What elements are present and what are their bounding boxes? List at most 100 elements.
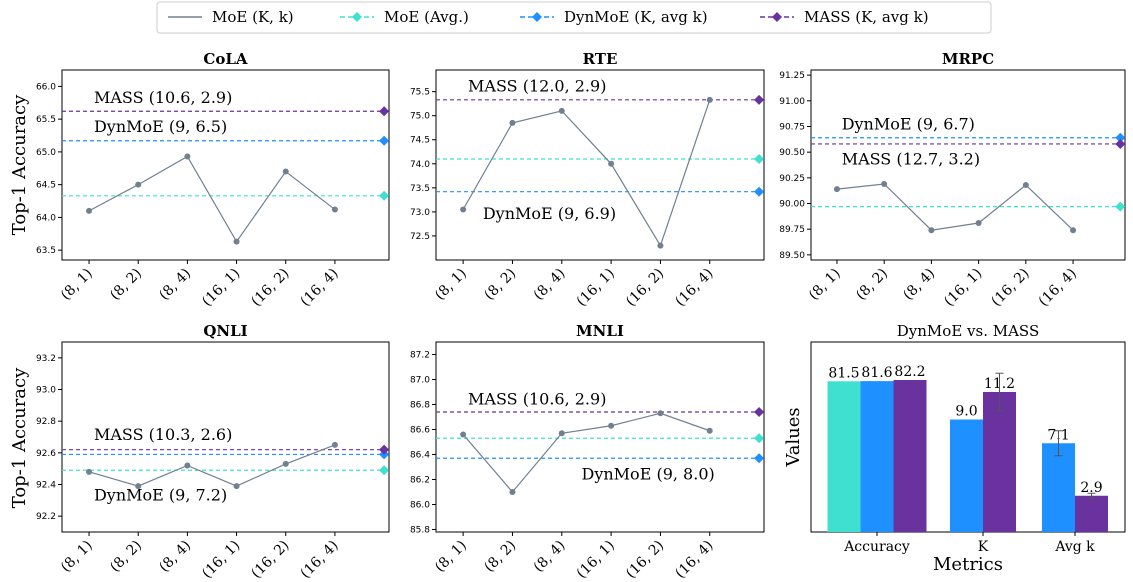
moe-point <box>833 186 840 193</box>
bar <box>983 392 1016 532</box>
moe-point <box>608 422 615 429</box>
ytick-label: 91.00 <box>779 97 805 107</box>
mass-marker <box>754 407 765 417</box>
plot-frame <box>435 69 765 261</box>
panel-mrpc: MRPC 89.50 89.75 90.00 90.25 90.50 90.75 91.00 9… <box>779 50 1126 310</box>
ytick-label: 73.5 <box>410 184 430 194</box>
xtick-label: (16, 2) <box>248 538 292 582</box>
bar-value-label: 82.2 <box>894 364 925 380</box>
ytick-label: 75.0 <box>410 112 430 122</box>
moe-point <box>975 220 982 227</box>
moe-point <box>331 206 338 213</box>
ytick-label: 90.00 <box>779 200 805 210</box>
xtick-label: (8, 4) <box>531 538 569 576</box>
xtick-label: (8, 4) <box>531 266 569 304</box>
annotation: MASS (10.6, 2.9) <box>468 390 606 409</box>
annotation: MASS (12.7, 3.2) <box>842 149 980 168</box>
xtick-label: (16, 2) <box>623 266 667 310</box>
moe-series-line <box>88 444 336 487</box>
panel-cola: CoLA 63.5 64.0 64.5 65.0 65.5 66.0 (8, 1) (8, 2)… <box>36 50 390 310</box>
plot-frame <box>435 341 765 533</box>
xtick-label: K <box>978 539 989 555</box>
bar-value-label: 81.6 <box>861 365 892 381</box>
xtick-label: (8, 4) <box>900 266 938 304</box>
dynmoe-marker <box>754 453 765 464</box>
moe-point <box>608 160 615 167</box>
legend-label-1: MoE (Avg.) <box>384 8 469 26</box>
xtick-label: (16, 4) <box>298 266 342 310</box>
xtick-label: (16, 2) <box>623 538 667 582</box>
ytick-label: 72.5 <box>410 232 430 242</box>
xtick-label: (16, 1) <box>574 266 618 310</box>
panel-title: CoLA <box>203 50 247 68</box>
moe-point <box>881 181 888 187</box>
ytick-label: 89.50 <box>779 251 805 261</box>
ytick-label: 86.8 <box>410 401 430 411</box>
panel-title: MRPC <box>942 50 994 68</box>
moe-series-line <box>836 183 1074 231</box>
xtick-label: (16, 4) <box>1036 266 1080 310</box>
bar-value-label: 81.5 <box>828 365 859 381</box>
ytick-label: 86.6 <box>410 426 430 436</box>
annotation: DynMoE (9, 6.9) <box>483 204 616 223</box>
moe-avg-marker <box>379 190 390 201</box>
annotation: MASS (12.0, 2.9) <box>468 77 606 96</box>
xtick-label: (16, 1) <box>941 266 985 310</box>
moe-point <box>135 181 142 188</box>
xtick-label: (8, 2) <box>107 538 145 576</box>
mass-marker <box>754 94 765 105</box>
ytick-label: 89.75 <box>779 225 805 235</box>
moe-series-line <box>462 412 710 493</box>
plot-frame <box>61 341 390 533</box>
xtick-label: (8, 2) <box>853 266 891 304</box>
moe-avg-marker <box>754 433 765 444</box>
moe-point <box>233 238 240 245</box>
panel-title: DynMoE vs. MASS <box>897 322 1039 340</box>
ytick-label: 65.0 <box>36 148 56 158</box>
xtick-label: (8, 2) <box>481 538 519 576</box>
panel-title: MNLI <box>576 322 624 340</box>
bar <box>827 381 861 532</box>
ytick-label: 90.75 <box>779 122 805 132</box>
ytick-label: 93.2 <box>36 354 56 364</box>
panel-title: RTE <box>583 50 618 68</box>
dynmoe-marker <box>1115 132 1126 143</box>
moe-point <box>233 483 240 490</box>
moe-point <box>706 427 713 434</box>
xtick-label: (8, 4) <box>156 538 194 576</box>
plot-frame <box>61 69 390 261</box>
xtick-label: (16, 4) <box>298 538 342 582</box>
annotation: MASS (10.3, 2.6) <box>94 425 232 444</box>
xtick-label: Accuracy <box>843 539 910 555</box>
moe-point <box>558 107 565 114</box>
moe-point <box>282 168 289 175</box>
ytick-label: 87.2 <box>410 351 430 361</box>
moe-series-line <box>462 99 711 247</box>
panel-mnli: MNLI 85.8 86.0 86.2 86.4 86.6 86.8 87.0 87.2 (8, … <box>410 322 765 582</box>
xtick-label: (16, 2) <box>248 266 292 310</box>
xtick-label: (16, 4) <box>672 266 716 310</box>
xtick-label: (8, 1) <box>58 266 96 304</box>
xtick-label: Avg k <box>1054 539 1095 555</box>
ytick-label: 92.8 <box>36 417 56 427</box>
moe-point <box>86 207 93 214</box>
moe-point <box>282 460 289 467</box>
legend: MoE (K, k) MoE (Avg.) DynMoE (K, avg k) MAS… <box>156 1 992 34</box>
bar <box>893 380 927 532</box>
ytick-label: 66.0 <box>36 82 56 92</box>
dynmoe-marker <box>754 186 765 197</box>
xtick-label: (16, 1) <box>199 266 243 310</box>
moe-point <box>184 462 191 469</box>
ylabel-top: Top-1 Accuracy <box>9 94 30 235</box>
ytick-label: 75.5 <box>410 88 430 98</box>
annotation: DynMoE (9, 7.2) <box>94 485 227 504</box>
moe-point <box>1022 182 1029 189</box>
xtick-label: (8, 1) <box>432 538 470 576</box>
ytick-label: 74.0 <box>410 160 430 170</box>
annotation: DynMoE (9, 8.0) <box>582 465 715 484</box>
legend-marker-1 <box>352 12 362 22</box>
ytick-label: 92.2 <box>36 512 56 522</box>
bar-xlabel: Metrics <box>933 554 1003 575</box>
xtick-label: (16, 2) <box>988 266 1032 310</box>
annotation: DynMoE (9, 6.5) <box>94 117 227 136</box>
